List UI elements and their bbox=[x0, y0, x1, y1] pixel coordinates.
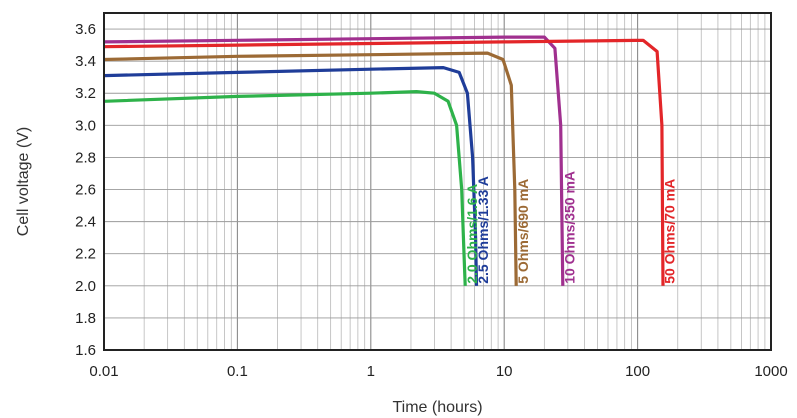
series-line-3 bbox=[103, 51, 518, 286]
tick-labels: 0.01 0.1 1 10 100 1000 1.6 1.8 2.0 2.2 2.4 2.6 2.8 3.… bbox=[75, 21, 788, 380]
x-axis-title: Time (hours) bbox=[392, 399, 482, 416]
y-tick-label: 2.6 bbox=[75, 182, 96, 199]
y-tick-label: 3.6 bbox=[75, 21, 96, 38]
series-layer bbox=[103, 35, 665, 286]
y-tick-label: 3.2 bbox=[75, 85, 96, 102]
y-axis-title: Cell voltage (V) bbox=[15, 127, 32, 236]
series-label-2: 2.5 Ohms/1.33 A bbox=[475, 176, 491, 284]
series-line-5 bbox=[103, 38, 665, 286]
x-tick-label: 0.01 bbox=[89, 363, 118, 380]
y-tick-label: 1.6 bbox=[75, 342, 96, 359]
series-labels: 2.0 Ohms/1.6 A2.5 Ohms/1.33 A 5 Ohms/690 … bbox=[464, 171, 678, 284]
series-label-5: 50 Ohms/70 mA bbox=[662, 179, 678, 284]
y-tick-label: 3.4 bbox=[75, 53, 96, 70]
grid bbox=[103, 13, 771, 351]
x-tick-label: 10 bbox=[496, 363, 513, 380]
y-tick-label: 2.0 bbox=[75, 278, 96, 295]
series-label-1: 2.0 Ohms/1.6 A bbox=[464, 184, 480, 284]
plot-frame bbox=[103, 12, 772, 351]
y-tick-label: 2.2 bbox=[75, 246, 96, 263]
x-tick-label: 1 bbox=[367, 363, 375, 380]
series-label-4: 10 Ohms/350 mA bbox=[562, 171, 578, 284]
x-tick-label: 100 bbox=[625, 363, 650, 380]
series-line-2 bbox=[103, 66, 479, 286]
y-tick-label: 1.8 bbox=[75, 310, 96, 327]
y-tick-label: 3.0 bbox=[75, 117, 96, 134]
y-tick-label: 2.4 bbox=[75, 214, 96, 231]
x-tick-label: 0.1 bbox=[227, 363, 248, 380]
series-label-3: 5 Ohms/690 mA bbox=[515, 179, 531, 284]
x-tick-label: 1000 bbox=[754, 363, 787, 380]
series-line-1 bbox=[103, 90, 467, 286]
series-line-4 bbox=[103, 35, 565, 286]
y-tick-label: 2.8 bbox=[75, 149, 96, 166]
